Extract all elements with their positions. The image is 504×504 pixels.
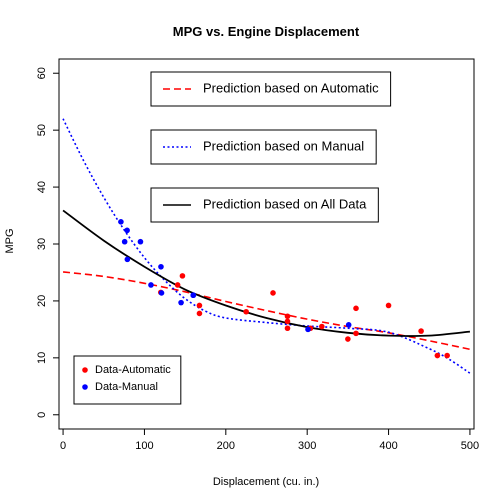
legend-all-data-prediction: Prediction based on All Data bbox=[150, 187, 379, 223]
point-legend-label: Data-Manual bbox=[95, 381, 158, 393]
data-point bbox=[385, 302, 392, 309]
data-point bbox=[305, 326, 311, 333]
data-point bbox=[434, 352, 441, 359]
data-point bbox=[243, 308, 249, 315]
data-point bbox=[353, 330, 359, 337]
x-tick-label: 500 bbox=[461, 440, 479, 452]
data-point bbox=[345, 336, 351, 342]
data-points bbox=[118, 219, 450, 359]
point-legend-label: Data-Automatic bbox=[95, 364, 171, 376]
data-point bbox=[158, 263, 164, 270]
y-axis: 0 10 20 30 40 50 60 bbox=[36, 67, 60, 418]
data-point bbox=[158, 290, 165, 296]
legend-box bbox=[150, 129, 377, 165]
x-tick-label: 300 bbox=[298, 440, 316, 452]
x-axis: 0 100 200 300 400 500 bbox=[60, 428, 479, 452]
data-point bbox=[444, 352, 450, 359]
y-tick-label: 0 bbox=[36, 412, 48, 418]
legend-label: Prediction based on Manual bbox=[203, 138, 364, 153]
point-legend-marker bbox=[82, 384, 88, 390]
prediction-lines bbox=[62, 118, 471, 374]
point-legend-box bbox=[73, 355, 182, 405]
y-tick-label: 60 bbox=[36, 67, 48, 79]
legend-automatic-prediction: Prediction based on Automatic bbox=[150, 71, 392, 107]
data-point bbox=[124, 227, 130, 234]
line-legends: Prediction based on Automatic Prediction … bbox=[150, 71, 392, 223]
data-point bbox=[137, 238, 144, 245]
data-point bbox=[319, 323, 325, 330]
x-tick-label: 400 bbox=[379, 440, 397, 452]
manual-prediction-line bbox=[62, 118, 471, 374]
data-point bbox=[284, 313, 291, 320]
data-point bbox=[178, 299, 184, 306]
x-axis-label: Displacement (cu. in.) bbox=[213, 476, 319, 488]
data-point bbox=[284, 318, 291, 325]
legend-label: Prediction based on All Data bbox=[203, 196, 367, 211]
data-point bbox=[418, 328, 424, 334]
y-tick-label: 50 bbox=[36, 124, 48, 136]
chart-title: MPG vs. Engine Displacement bbox=[173, 24, 360, 39]
x-tick-label: 200 bbox=[217, 440, 235, 452]
data-point bbox=[121, 238, 128, 245]
data-point bbox=[174, 282, 181, 288]
x-tick-label: 100 bbox=[135, 440, 153, 452]
data-point bbox=[190, 292, 197, 299]
data-point bbox=[196, 302, 203, 309]
y-tick-label: 30 bbox=[36, 238, 48, 250]
all-data-prediction-line bbox=[62, 209, 471, 337]
legend-box bbox=[150, 187, 379, 223]
data-point bbox=[353, 305, 359, 312]
data-point bbox=[118, 219, 124, 225]
automatic-prediction-line bbox=[62, 271, 471, 351]
data-point bbox=[179, 273, 186, 279]
x-tick-label: 0 bbox=[60, 440, 66, 452]
y-tick-label: 10 bbox=[36, 352, 48, 364]
data-point bbox=[196, 310, 203, 317]
point-legend-marker bbox=[82, 367, 88, 373]
data-point bbox=[270, 290, 276, 296]
y-tick-label: 20 bbox=[36, 295, 48, 307]
y-axis-label: MPG bbox=[4, 228, 16, 253]
data-point bbox=[148, 282, 154, 288]
data-point bbox=[124, 256, 131, 263]
legend-manual-prediction: Prediction based on Manual bbox=[150, 129, 377, 165]
point-legend: Data-Automatic Data-Manual bbox=[73, 355, 182, 405]
data-point bbox=[284, 325, 291, 332]
y-tick-label: 40 bbox=[36, 181, 48, 193]
data-point bbox=[345, 322, 352, 328]
legend-label: Prediction based on Automatic bbox=[203, 80, 379, 95]
